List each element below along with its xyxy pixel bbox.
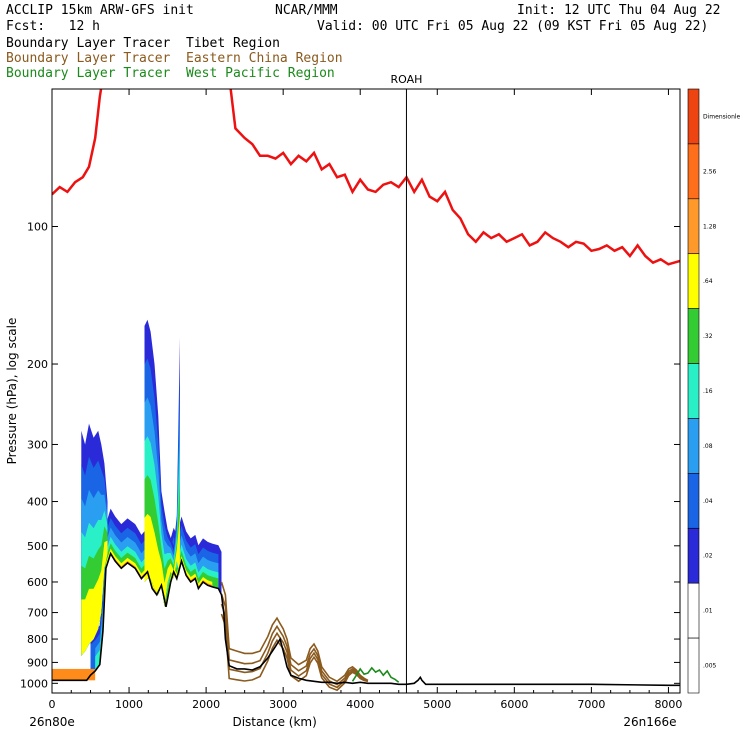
y-tick-label: 900 bbox=[27, 656, 48, 669]
x-tick-label: 2000 bbox=[192, 698, 220, 711]
colorbar-label: 2.56 bbox=[703, 168, 717, 175]
y-tick-label: 600 bbox=[27, 576, 48, 589]
model-title: ACCLIP 15km ARW-GFS init bbox=[6, 3, 194, 18]
org-label: NCAR/MMM bbox=[275, 3, 338, 18]
y-tick-label: 700 bbox=[27, 607, 48, 620]
tracer-shading-band-6 bbox=[105, 551, 213, 607]
x-tick-label: 0 bbox=[49, 698, 56, 711]
colorbar-segment bbox=[687, 143, 700, 200]
colorbar-label: .04 bbox=[703, 498, 713, 505]
colorbar-segment bbox=[687, 253, 700, 309]
colorbar-label: .01 bbox=[703, 608, 713, 615]
y-tick-label: 100 bbox=[27, 221, 48, 234]
colorbar-label: .005 bbox=[703, 663, 717, 670]
tropopause-line bbox=[52, 89, 680, 266]
x-tick-label: 8000 bbox=[654, 698, 682, 711]
x-axis-title: Distance (km) bbox=[232, 715, 316, 729]
eastern-china-tracer-line-0 bbox=[220, 581, 369, 683]
colorbar-segment bbox=[687, 363, 700, 419]
colorbar-segment bbox=[687, 308, 700, 364]
colorbar-segment bbox=[687, 473, 700, 529]
x-tick-label: 5000 bbox=[423, 698, 451, 711]
low-level-orange-fill bbox=[52, 668, 96, 681]
colorbar-segment bbox=[687, 198, 700, 255]
eastern-china-tracer-line-1 bbox=[220, 593, 369, 686]
forecast-hour: Fcst: 12 h bbox=[6, 19, 100, 34]
plume-1-band-5 bbox=[81, 540, 108, 656]
colorbar-segment bbox=[687, 527, 700, 584]
tracer-shading-band-4 bbox=[99, 543, 219, 665]
y-tick-label: 300 bbox=[27, 438, 48, 451]
colorbar-segment bbox=[687, 418, 700, 474]
west-pacific-tracer-line bbox=[351, 666, 400, 683]
y-tick-label: 400 bbox=[27, 496, 48, 509]
x-tick-label: 7000 bbox=[577, 698, 605, 711]
tibet-tracer-line bbox=[52, 551, 680, 687]
x-tick-label: 1000 bbox=[115, 698, 143, 711]
valid-time: Valid: 00 UTC Fri 05 Aug 22 (09 KST Fri … bbox=[317, 19, 709, 34]
colorbar-label: .08 bbox=[703, 443, 713, 450]
x-tick-label: 3000 bbox=[269, 698, 297, 711]
colorbar-label: .64 bbox=[703, 278, 713, 285]
start-location-label: 26n80e bbox=[29, 715, 75, 729]
colorbar-segment bbox=[687, 88, 700, 145]
colorbar-segment bbox=[687, 582, 700, 639]
colorbar-label: .16 bbox=[703, 388, 713, 395]
colorbar-segment bbox=[687, 637, 700, 694]
colorbar-label: .02 bbox=[703, 553, 713, 560]
x-tick-label: 6000 bbox=[500, 698, 528, 711]
roah-marker-label: ROAH bbox=[391, 73, 423, 86]
plot-frame bbox=[51, 88, 681, 694]
y-tick-label: 200 bbox=[27, 358, 48, 371]
legend-entry-tibet: Boundary Layer Tracer Tibet Region bbox=[6, 36, 280, 51]
legend-entry-west-pacific: Boundary Layer Tracer West Pacific Regio… bbox=[6, 66, 335, 81]
end-location-label: 26n166e bbox=[623, 715, 676, 729]
y-axis-title: Pressure (hPa), log scale bbox=[5, 318, 19, 465]
y-tick-label: 1000 bbox=[20, 677, 48, 690]
y-tick-label: 500 bbox=[27, 540, 48, 553]
plot-layer bbox=[52, 89, 680, 692]
y-tick-label: 800 bbox=[27, 633, 48, 646]
legend-entry-eastern-china: Boundary Layer Tracer Eastern China Regi… bbox=[6, 51, 343, 66]
init-time: Init: 12 UTC Thu 04 Aug 22 bbox=[517, 3, 721, 18]
eastern-china-tracer-line-3 bbox=[220, 613, 369, 692]
colorbar-label: 1.28 bbox=[703, 223, 717, 230]
colorbar-label: Dimensionless bbox=[703, 113, 740, 120]
plume-0-band-5 bbox=[144, 513, 180, 607]
colorbar-label: .32 bbox=[703, 333, 713, 340]
x-tick-label: 4000 bbox=[346, 698, 374, 711]
eastern-china-tracer-line-2 bbox=[220, 603, 369, 689]
